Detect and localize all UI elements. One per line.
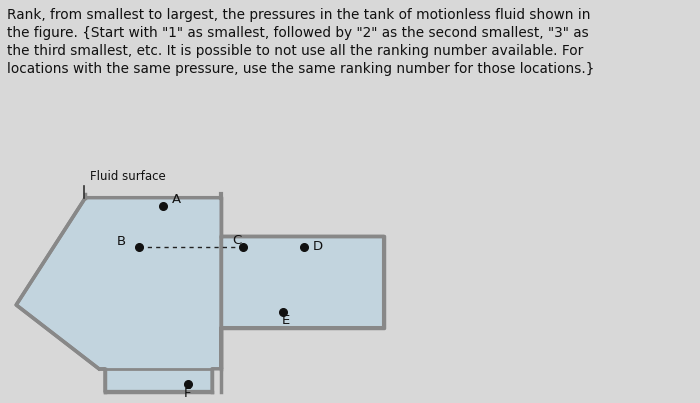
Text: Rank, from smallest to largest, the pressures in the tank of motionless fluid sh: Rank, from smallest to largest, the pres… <box>7 8 594 76</box>
Text: B: B <box>117 235 126 247</box>
Text: D: D <box>312 240 323 253</box>
Text: C: C <box>232 234 241 247</box>
Text: A: A <box>172 193 181 206</box>
Text: F: F <box>184 387 191 400</box>
Text: E: E <box>281 314 290 327</box>
Text: Fluid surface: Fluid surface <box>90 170 165 183</box>
Polygon shape <box>16 198 384 392</box>
